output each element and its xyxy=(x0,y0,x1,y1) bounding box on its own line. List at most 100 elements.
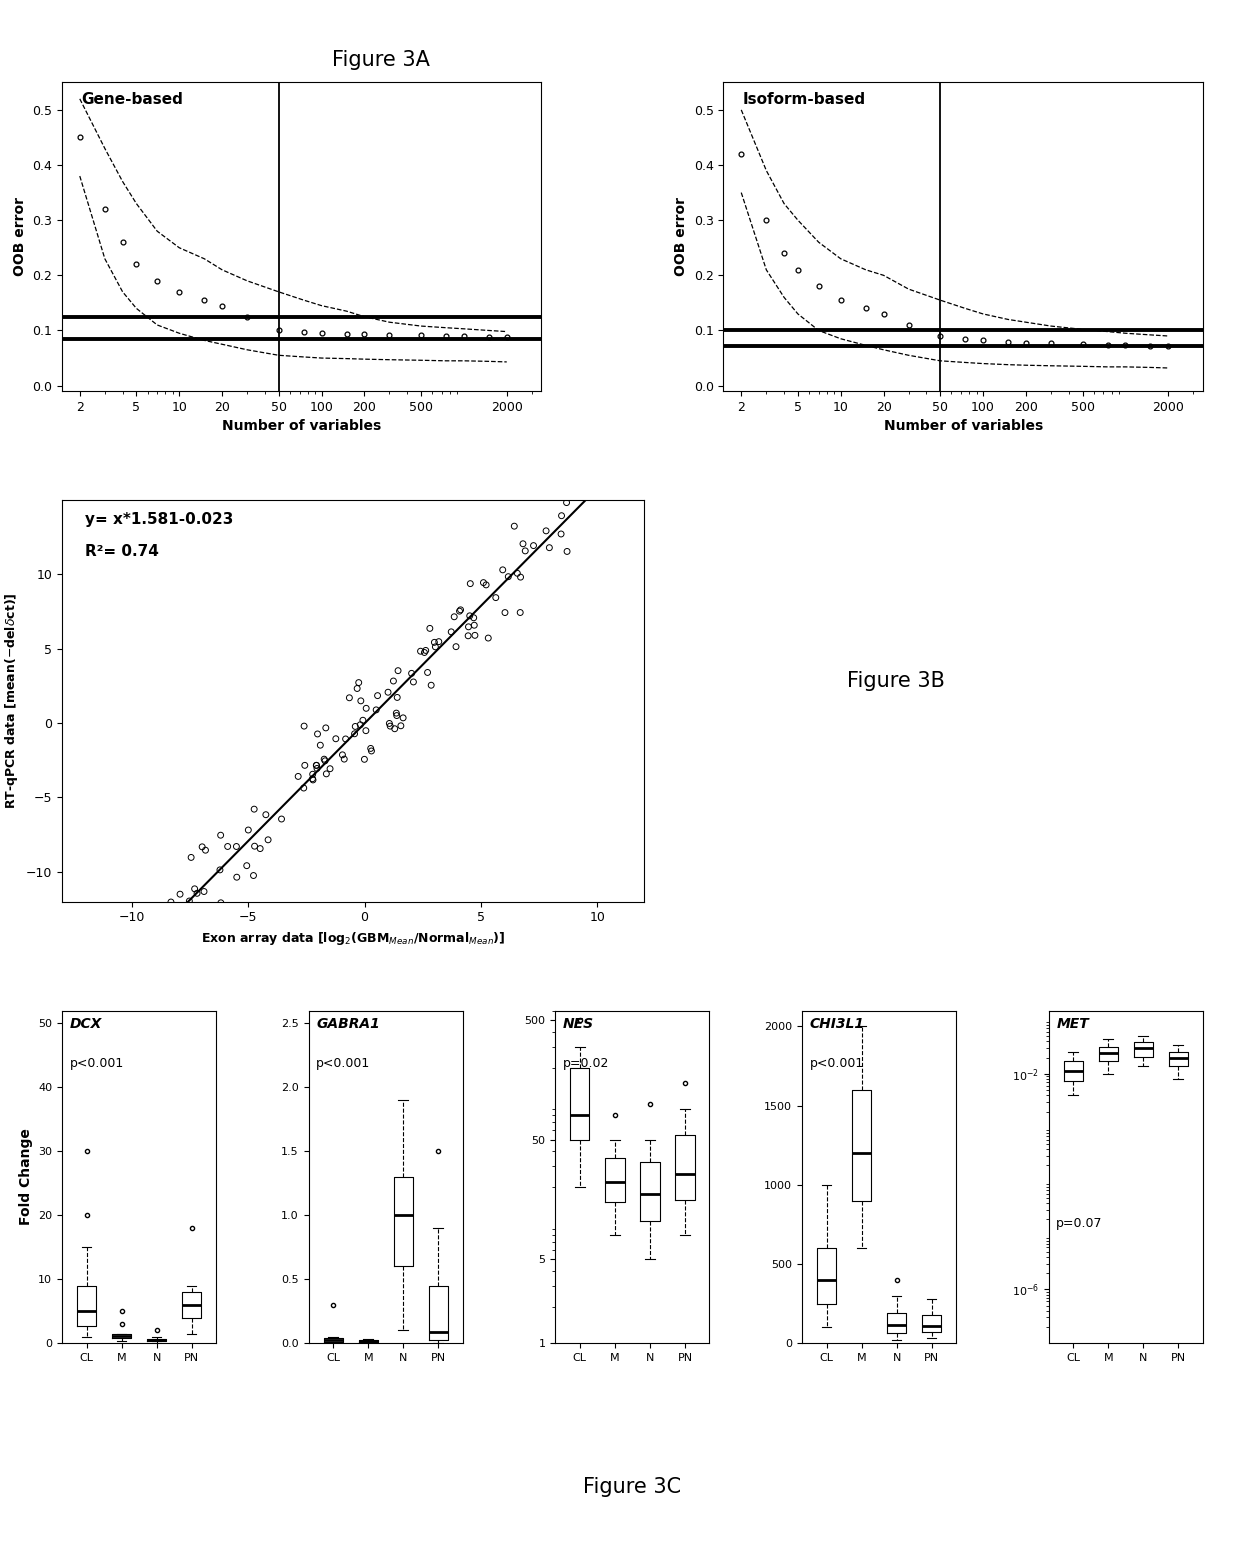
Point xyxy=(347,676,367,701)
Point xyxy=(133,914,153,939)
Point xyxy=(402,660,422,685)
Point xyxy=(393,706,413,731)
Point xyxy=(425,635,445,660)
Point xyxy=(498,564,518,590)
Point xyxy=(476,572,496,597)
Point xyxy=(136,950,156,975)
Y-axis label: OOB error: OOB error xyxy=(675,198,688,276)
Point xyxy=(355,746,374,771)
Point xyxy=(258,828,278,853)
Point xyxy=(250,836,270,861)
Point xyxy=(460,571,480,596)
Point xyxy=(459,615,479,640)
Point xyxy=(418,660,438,685)
Point xyxy=(170,944,190,969)
X-axis label: Number of variables: Number of variables xyxy=(222,419,381,433)
Text: Gene-based: Gene-based xyxy=(81,91,184,107)
Point xyxy=(415,638,435,663)
Point xyxy=(306,753,326,778)
Text: p=0.02: p=0.02 xyxy=(563,1057,609,1069)
Point xyxy=(320,756,340,781)
Point xyxy=(410,638,430,663)
Point xyxy=(366,698,386,723)
Point xyxy=(346,713,366,739)
Point xyxy=(384,717,404,742)
Point xyxy=(128,975,148,1000)
Point xyxy=(130,922,150,947)
Point xyxy=(422,673,441,698)
Point xyxy=(362,739,382,764)
Point xyxy=(306,753,326,778)
Point xyxy=(308,756,327,781)
Point xyxy=(345,721,365,746)
Text: Figure 3B: Figure 3B xyxy=(847,671,945,691)
Text: R²= 0.74: R²= 0.74 xyxy=(86,544,159,560)
Point xyxy=(486,585,506,610)
Point xyxy=(170,881,190,906)
Point xyxy=(557,491,577,516)
Point xyxy=(387,685,407,710)
Point xyxy=(210,858,229,883)
Point xyxy=(196,837,216,862)
Text: CHI3L1: CHI3L1 xyxy=(810,1018,864,1032)
Point xyxy=(379,710,399,735)
Point xyxy=(367,684,387,709)
Point xyxy=(195,880,215,905)
Point xyxy=(167,894,187,919)
Point xyxy=(557,539,577,564)
Point xyxy=(356,718,376,743)
Point xyxy=(516,538,536,563)
Point xyxy=(523,533,543,558)
Point xyxy=(356,696,376,721)
Point xyxy=(336,726,356,751)
Point xyxy=(444,604,464,629)
Point xyxy=(139,935,159,960)
Point xyxy=(381,713,401,739)
Text: p=0.07: p=0.07 xyxy=(1056,1217,1102,1229)
Point xyxy=(227,864,247,889)
Point xyxy=(387,702,407,728)
Point xyxy=(551,522,570,547)
Point xyxy=(211,823,231,848)
Point xyxy=(191,902,211,927)
Point xyxy=(340,685,360,710)
Point xyxy=(294,776,314,801)
Point xyxy=(316,762,336,787)
Point xyxy=(474,571,494,596)
Point xyxy=(175,936,195,961)
Point xyxy=(131,919,151,944)
Point xyxy=(552,503,572,528)
Point xyxy=(450,597,470,622)
Point xyxy=(244,797,264,822)
Point xyxy=(511,564,531,590)
Point xyxy=(133,928,153,953)
Point xyxy=(303,767,322,792)
Point xyxy=(361,735,381,760)
Text: Figure 3A: Figure 3A xyxy=(332,50,430,71)
Point xyxy=(492,557,512,582)
Point xyxy=(218,834,238,859)
Point xyxy=(335,746,355,771)
Point xyxy=(450,599,470,624)
Point xyxy=(237,853,257,878)
Point xyxy=(429,629,449,654)
Point xyxy=(303,767,322,792)
Point xyxy=(536,519,556,544)
Point xyxy=(288,764,308,789)
Point xyxy=(243,862,263,887)
Point xyxy=(227,834,247,859)
Point xyxy=(414,640,434,665)
Point xyxy=(507,561,527,586)
Point xyxy=(145,895,165,920)
Y-axis label: OOB error: OOB error xyxy=(12,198,27,276)
Point xyxy=(511,601,531,626)
Text: Isoform-based: Isoform-based xyxy=(743,91,866,107)
Point xyxy=(308,721,327,746)
Point xyxy=(294,713,314,739)
Point xyxy=(316,715,336,740)
Point xyxy=(192,834,212,859)
X-axis label: Number of variables: Number of variables xyxy=(884,419,1043,433)
Point xyxy=(505,514,525,539)
Point xyxy=(387,701,407,726)
Point xyxy=(146,928,166,953)
